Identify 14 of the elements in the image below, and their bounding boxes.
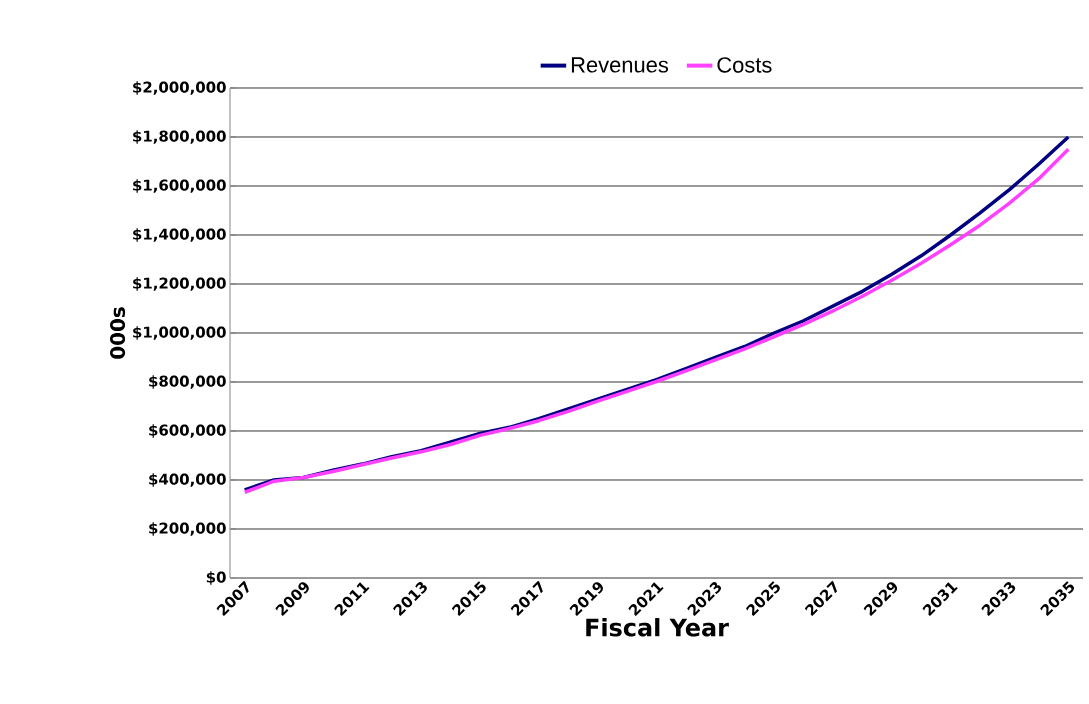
x-axis-title: Fiscal Year [586,618,729,637]
y-tick-label: $1,400,000 [133,228,226,242]
y-tick-label: $800,000 [149,375,226,389]
y-tick-label: $1,800,000 [133,130,226,144]
y-tick-label: $2,000,000 [133,81,226,95]
y-axis-title: 000s [110,307,126,359]
y-tick-label: $1,000,000 [133,326,226,340]
y-tick-label: $400,000 [149,473,226,487]
legend-label: Costs [717,57,772,73]
y-tick-label: $600,000 [149,424,226,438]
y-tick-label: $200,000 [149,522,226,536]
legend-label: Revenues [571,57,669,73]
y-tick-label: $1,600,000 [133,179,226,193]
y-tick-label: $1,200,000 [133,277,226,291]
